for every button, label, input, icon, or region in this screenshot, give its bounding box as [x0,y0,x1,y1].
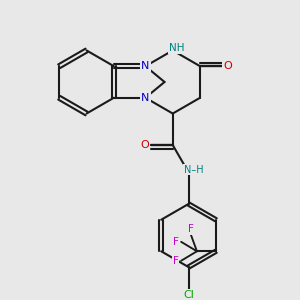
Text: N: N [141,93,150,103]
Text: O: O [141,140,150,150]
Text: F: F [173,237,178,247]
Text: Cl: Cl [183,290,194,300]
Text: F: F [188,224,194,234]
Text: O: O [223,61,232,71]
Text: N–H: N–H [184,165,203,175]
Text: F: F [173,256,178,266]
Text: N: N [141,61,150,71]
Text: NH: NH [169,43,184,53]
